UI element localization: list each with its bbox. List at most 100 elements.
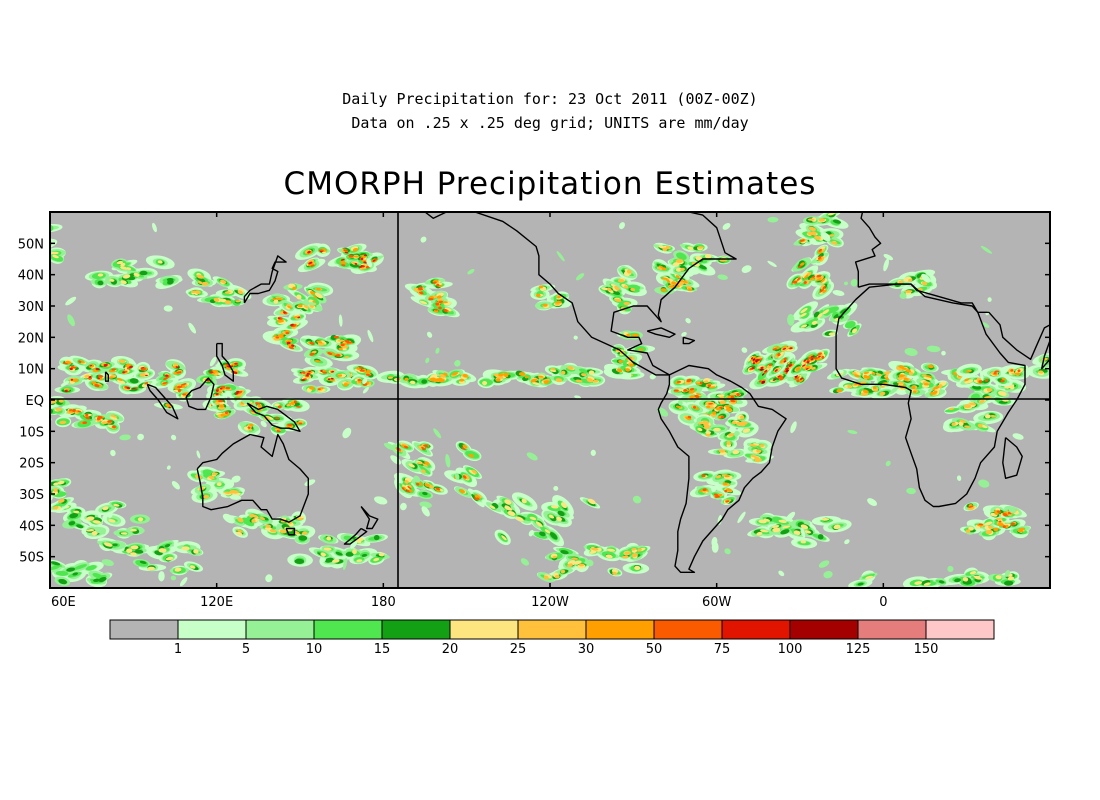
precip-blob — [799, 262, 805, 266]
precip-cluster — [50, 223, 66, 264]
precip-blob — [616, 368, 623, 373]
precip-blob — [800, 524, 809, 530]
precip-blob — [984, 378, 989, 382]
precip-blob — [314, 292, 323, 299]
coastline-tasmania — [285, 527, 296, 536]
precip-blob — [133, 272, 140, 277]
precip-blob — [253, 514, 258, 518]
precip-blob — [85, 416, 90, 420]
precip-blob — [941, 350, 946, 356]
precip-blob — [794, 377, 800, 380]
precip-blob — [724, 548, 731, 555]
precip-blob — [814, 356, 818, 360]
precip-blob — [662, 247, 667, 252]
precip-blob — [53, 488, 58, 492]
precip-blob — [622, 555, 629, 559]
precip-blob — [612, 286, 618, 292]
precip-blob — [517, 515, 526, 520]
precip-blob — [107, 420, 113, 423]
precip-blob — [778, 570, 785, 577]
precip-blob — [782, 525, 791, 529]
precip-blob — [66, 567, 76, 572]
precip-blob — [795, 367, 801, 372]
precip-blob — [705, 430, 711, 435]
precip-blob — [435, 347, 440, 354]
precip-blob — [362, 377, 368, 384]
precip-blob — [293, 316, 298, 319]
colorbar-label: 150 — [914, 642, 939, 657]
precip-blob — [297, 304, 303, 308]
precip-blob — [682, 280, 688, 283]
precip-cluster — [262, 282, 334, 315]
subtitle-date: Daily Precipitation for: 23 Oct 2011 (00… — [342, 90, 758, 108]
colorbar-label: 5 — [242, 642, 250, 657]
precip-blob — [372, 259, 376, 262]
precip-blob — [276, 430, 281, 433]
precip-cluster — [848, 567, 1021, 588]
precip-blob — [923, 582, 931, 586]
precip-blob — [73, 564, 87, 570]
colorbar-label: 75 — [714, 642, 731, 657]
precip-blob — [310, 264, 315, 267]
precip-blob — [985, 414, 991, 419]
precip-blob — [611, 290, 621, 296]
precip-blob — [696, 393, 702, 396]
precip-blob — [1052, 364, 1064, 369]
precip-blob — [783, 357, 787, 361]
precip-blob — [630, 287, 636, 292]
precip-blob — [702, 488, 707, 492]
precip-blob — [1055, 366, 1061, 371]
precip-blob — [962, 577, 969, 582]
precip-blob — [287, 305, 292, 309]
precip-blob — [158, 548, 167, 553]
precip-blob — [418, 482, 423, 486]
precip-blob — [110, 449, 116, 457]
precip-blob — [807, 218, 815, 221]
colorbar-swatch — [653, 619, 723, 640]
precip-blob — [275, 336, 280, 339]
precip-blob — [444, 307, 452, 312]
precip-blob — [995, 575, 1002, 580]
precip-blob — [694, 394, 700, 399]
precip-blob — [233, 371, 238, 374]
precip-blob — [632, 333, 639, 338]
precip-blob — [865, 575, 873, 580]
precip-blob — [717, 274, 728, 280]
precip-blob — [714, 495, 720, 498]
precip-blob — [811, 320, 818, 325]
precip-blob — [898, 365, 905, 369]
precip-blob — [229, 494, 242, 500]
precip-blob — [933, 386, 940, 390]
precip-blob — [356, 539, 362, 544]
colorbar-label: 50 — [646, 642, 663, 657]
precip-blob — [373, 534, 380, 541]
precip-blob — [82, 421, 88, 425]
precip-blob — [968, 505, 974, 508]
precip-blob — [140, 367, 145, 369]
precip-blob — [344, 339, 350, 343]
colorbar-label: 100 — [778, 642, 803, 657]
precip-blob — [419, 300, 428, 305]
precip-blob — [423, 444, 429, 448]
precip-blob — [489, 505, 496, 510]
precip-blob — [754, 361, 760, 365]
precip-blob — [632, 495, 642, 504]
precip-blob — [879, 391, 886, 396]
precip-blob — [419, 465, 431, 475]
precip-blob — [820, 232, 831, 242]
precip-blob — [783, 360, 787, 363]
precip-blob — [422, 491, 428, 496]
precip-blob — [687, 246, 694, 251]
precip-blob — [277, 319, 284, 323]
precip-blob — [821, 356, 825, 359]
precip-blob — [247, 426, 251, 429]
precip-blob — [818, 218, 825, 222]
precip-blob — [997, 522, 1004, 527]
precip-blob — [322, 371, 328, 374]
precip-blob — [695, 407, 699, 410]
precip-blob — [800, 307, 808, 314]
precip-blob — [504, 499, 512, 505]
precip-blob — [91, 530, 98, 536]
precip-blob — [435, 487, 441, 491]
precip-blob — [374, 496, 388, 505]
